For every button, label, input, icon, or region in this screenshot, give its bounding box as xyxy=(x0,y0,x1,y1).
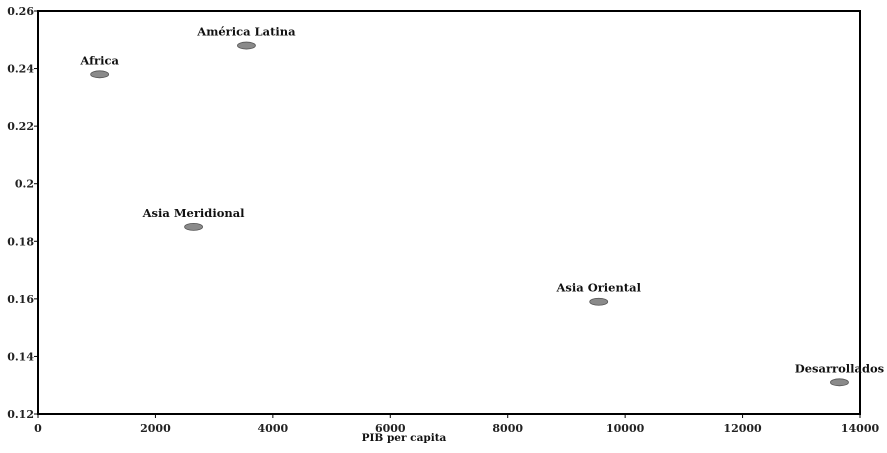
x-tick-label: 4000 xyxy=(258,422,289,435)
data-point-label: Asia Oriental xyxy=(555,281,641,295)
x-tick-label: 10000 xyxy=(606,422,645,435)
x-tick-label: 6000 xyxy=(375,422,406,435)
x-axis-label: PIB per capita xyxy=(362,432,447,444)
data-point-label: América Latina xyxy=(196,25,296,39)
x-tick-label: 8000 xyxy=(492,422,523,435)
data-point xyxy=(184,222,203,231)
data-point xyxy=(237,41,256,50)
y-tick-label: 0.14 xyxy=(7,350,34,363)
data-point xyxy=(589,297,609,306)
x-tick-label: 2000 xyxy=(140,422,171,435)
x-tick-label: 12000 xyxy=(723,422,762,435)
y-tick-label: 0.26 xyxy=(7,5,34,18)
y-tick-label: 0.24 xyxy=(7,63,34,76)
data-point-label: Africa xyxy=(79,53,119,67)
plot-frame xyxy=(37,10,861,415)
data-point-label: Asia Meridional xyxy=(142,206,246,220)
y-axis-ticks: 0.12 0.14 0.16 0.18 0.2 0.22 0.24 0.26 xyxy=(7,5,38,421)
y-tick-label: 0.12 xyxy=(7,408,34,421)
data-point xyxy=(90,70,110,79)
data-point-label: Desarrollados xyxy=(795,361,884,375)
x-tick-label: 14000 xyxy=(841,422,880,435)
data-points: Africa América Latina Asia Meridional Asia … xyxy=(79,25,884,387)
y-tick-label: 0.2 xyxy=(15,178,34,191)
data-point xyxy=(830,378,849,387)
y-tick-label: 0.18 xyxy=(7,235,34,248)
y-tick-label: 0.16 xyxy=(7,293,34,306)
y-tick-label: 0.22 xyxy=(7,120,34,133)
x-axis-ticks: 0 2000 4000 6000 8000 10000 12000 14000 xyxy=(34,414,879,435)
x-tick-label: 0 xyxy=(34,422,42,435)
